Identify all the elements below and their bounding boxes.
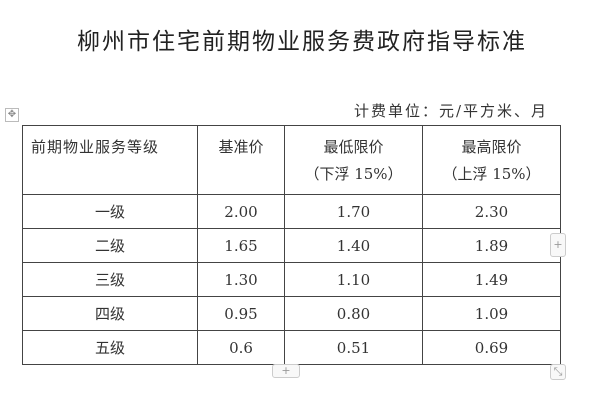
level-cell: 五级 — [22, 330, 198, 365]
header-max-price: 最高限价 （上浮 15%） — [422, 125, 561, 195]
min-price-cell: 1.70 — [284, 194, 423, 229]
min-price-cell: 1.10 — [284, 262, 423, 297]
table-row: 五级 0.6 0.51 0.69 — [22, 330, 561, 365]
table-row: 四级 0.95 0.80 1.09 — [22, 296, 561, 331]
fee-standard-table: 前期物业服务等级 基准价 最低限价 （下浮 15%） 最高限价 （上浮 15%） 一… — [22, 125, 561, 365]
base-price-cell: 2.00 — [197, 194, 285, 229]
max-price-cell: 2.30 — [422, 194, 561, 229]
add-column-button[interactable]: + — [550, 233, 566, 257]
min-price-cell: 0.80 — [284, 296, 423, 331]
header-base-price: 基准价 — [197, 125, 285, 195]
max-price-cell: 1.49 — [422, 262, 561, 297]
base-price-cell: 0.95 — [197, 296, 285, 331]
level-cell: 四级 — [22, 296, 198, 331]
max-price-cell: 1.09 — [422, 296, 561, 331]
min-price-cell: 1.40 — [284, 228, 423, 263]
header-min-price: 最低限价 （下浮 15%） — [284, 125, 423, 195]
header-text: 最低限价 — [323, 138, 384, 156]
table-move-handle-icon[interactable]: ✥ — [5, 108, 19, 122]
header-text: 最高限价 — [461, 138, 522, 156]
base-price-cell: 0.6 — [197, 330, 285, 365]
base-price-cell: 1.30 — [197, 262, 285, 297]
header-subtext: （上浮 15%） — [442, 165, 541, 183]
add-row-button[interactable]: + — [272, 364, 300, 378]
table-row: 二级 1.65 1.40 1.89 — [22, 228, 561, 263]
table-row: 一级 2.00 1.70 2.30 — [22, 194, 561, 229]
level-cell: 一级 — [22, 194, 198, 229]
table-row: 三级 1.30 1.10 1.49 — [22, 262, 561, 297]
base-price-cell: 1.65 — [197, 228, 285, 263]
unit-note: 计费单位：元/平方米、月 — [353, 102, 548, 120]
table-resize-handle-icon[interactable]: ⤡ — [550, 364, 566, 380]
header-text: 前期物业服务等级 — [31, 138, 160, 156]
header-level: 前期物业服务等级 — [22, 125, 198, 195]
document-title: 柳州市住宅前期物业服务费政府指导标准 — [77, 29, 527, 55]
table-header-row: 前期物业服务等级 基准价 最低限价 （下浮 15%） 最高限价 （上浮 15%） — [22, 125, 561, 195]
level-cell: 三级 — [22, 262, 198, 297]
header-text: 基准价 — [218, 138, 264, 156]
min-price-cell: 0.51 — [284, 330, 423, 365]
level-cell: 二级 — [22, 228, 198, 263]
max-price-cell: 1.89 — [422, 228, 561, 263]
max-price-cell: 0.69 — [422, 330, 561, 365]
header-subtext: （下浮 15%） — [304, 165, 403, 183]
